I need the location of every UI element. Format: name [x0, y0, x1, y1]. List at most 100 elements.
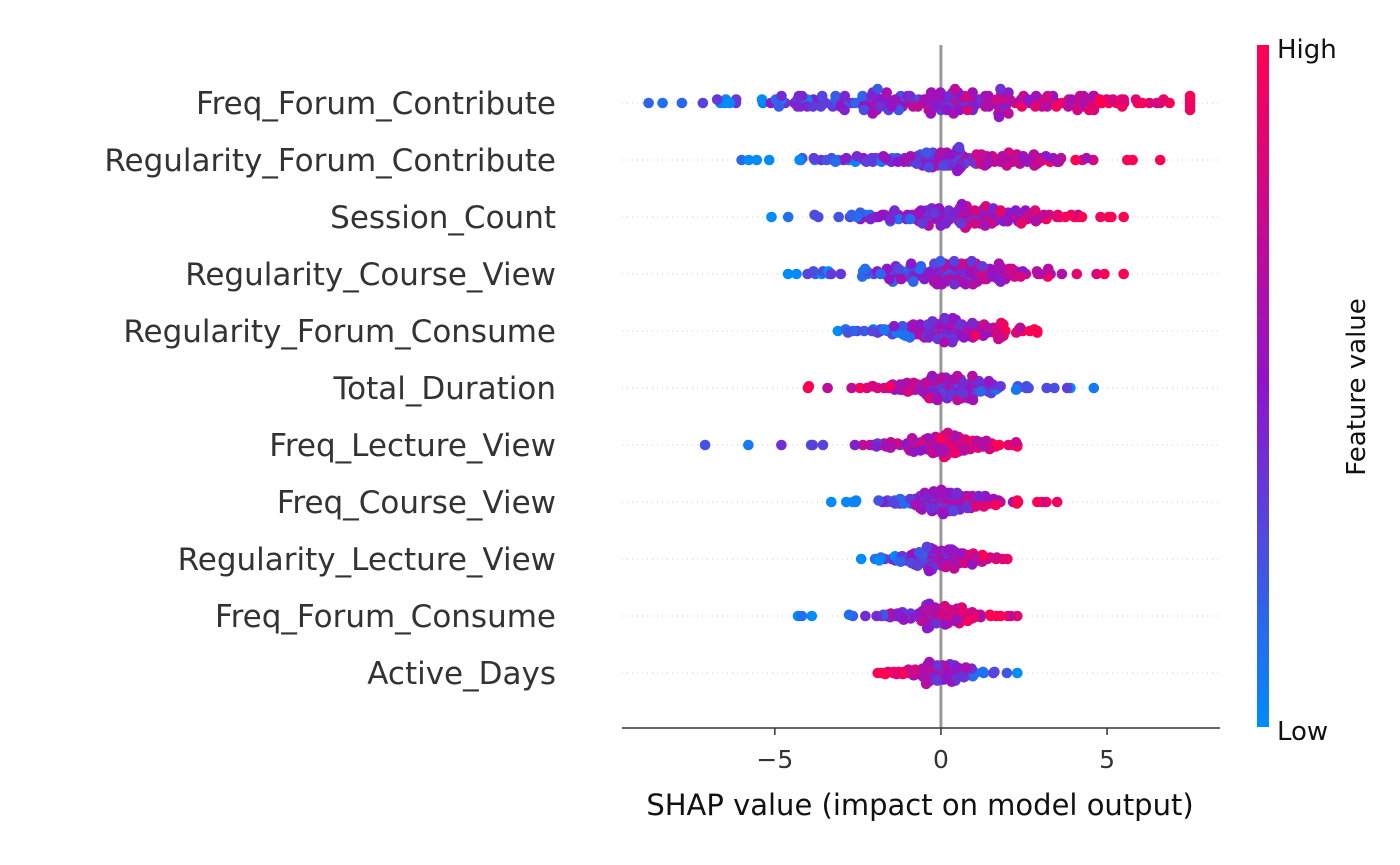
shap-point	[1010, 384, 1022, 396]
shap-point	[881, 87, 892, 98]
shap-point	[1034, 268, 1046, 280]
shap-point	[937, 508, 949, 520]
shap-point	[1002, 216, 1013, 227]
shap-point	[1137, 97, 1148, 109]
shap-point	[929, 602, 941, 613]
shap-point	[724, 97, 735, 109]
shap-point	[919, 94, 930, 105]
shap-point	[914, 319, 926, 330]
shap-point	[1083, 104, 1095, 116]
shap-point	[922, 319, 934, 330]
shap-point	[806, 610, 818, 622]
shap-point	[859, 263, 871, 275]
shap-point	[970, 501, 982, 512]
shap-point	[884, 381, 896, 392]
shap-point	[1056, 268, 1068, 280]
shap-point	[802, 268, 813, 280]
shap-point	[1051, 101, 1062, 112]
feature-label: Freq_Course_View	[277, 485, 556, 521]
shap-point	[1005, 610, 1017, 622]
shap-point	[880, 441, 892, 452]
x-tick-label: 5	[1099, 745, 1115, 774]
shap-point	[1184, 104, 1196, 116]
shap-point	[975, 386, 987, 397]
shap-point	[928, 486, 940, 497]
shap-point	[990, 499, 1002, 511]
shap-point	[743, 439, 754, 451]
shap-point	[815, 101, 827, 112]
shap-point	[1095, 211, 1106, 223]
shap-point	[1051, 496, 1063, 508]
shap-point	[904, 90, 916, 102]
shap-point	[897, 320, 908, 332]
shap-point	[941, 104, 953, 116]
shap-point	[793, 90, 805, 102]
shap-point	[952, 662, 963, 673]
shap-point	[910, 499, 921, 511]
shap-point	[830, 156, 841, 168]
shap-point	[875, 268, 886, 280]
shap-point	[938, 160, 949, 171]
shap-point	[924, 393, 935, 404]
shap-point	[942, 427, 954, 439]
feature-label: Session_Count	[330, 200, 556, 236]
shap-point	[949, 83, 961, 95]
shap-point	[967, 87, 978, 98]
shap-point	[935, 147, 947, 158]
shap-point	[995, 317, 1007, 329]
shap-point	[807, 439, 818, 451]
shap-point	[751, 154, 763, 166]
shap-point	[866, 90, 877, 102]
shap-point	[939, 600, 951, 612]
shap-point	[951, 487, 963, 499]
shap-point	[1030, 90, 1042, 102]
shap-point	[982, 322, 993, 334]
shap-point	[951, 673, 962, 684]
shap-point	[1038, 209, 1050, 221]
shap-point	[1003, 108, 1014, 119]
shap-point	[1122, 154, 1133, 166]
colorbar-high-label: High	[1277, 35, 1337, 65]
shap-point	[929, 207, 940, 218]
shap-point	[776, 90, 787, 102]
shap-point	[970, 551, 981, 562]
shap-point	[923, 332, 935, 343]
shap-point	[997, 151, 1008, 162]
shap-point	[931, 675, 943, 686]
shap-point	[908, 377, 920, 389]
shap-point	[905, 258, 917, 270]
x-axis-title: SHAP value (impact on model output)	[646, 788, 1193, 822]
shap-point	[907, 101, 919, 112]
shap-point	[1015, 271, 1026, 282]
shap-point	[808, 152, 820, 164]
shap-point	[940, 619, 951, 630]
x-axis-ticks: −5 0 5	[756, 728, 1115, 774]
shap-point	[886, 101, 897, 112]
shap-point	[925, 502, 937, 514]
shap-point	[893, 263, 904, 275]
shap-point	[915, 445, 926, 456]
shap-point	[967, 394, 979, 406]
feature-label: Freq_Forum_Consume	[215, 599, 556, 635]
shap-point	[931, 279, 943, 290]
shap-point	[956, 198, 968, 210]
shap-point	[952, 165, 963, 177]
shap-point	[947, 312, 958, 324]
shap-point	[931, 618, 942, 629]
shap-point	[872, 83, 883, 95]
shap-point	[940, 218, 952, 229]
shap-point	[1015, 322, 1026, 334]
shap-point	[949, 279, 960, 290]
shap-point	[949, 207, 961, 218]
shap-point	[995, 205, 1006, 216]
shap-point	[892, 156, 904, 168]
shap-point	[978, 501, 990, 512]
shap-point	[1081, 152, 1092, 164]
feature-label: Freq_Forum_Contribute	[196, 86, 556, 122]
shap-point	[809, 209, 820, 221]
shap-point	[873, 495, 884, 506]
shap-point	[948, 255, 960, 267]
shap-point	[946, 336, 958, 348]
shap-point	[1070, 154, 1081, 166]
shap-point	[920, 604, 932, 616]
